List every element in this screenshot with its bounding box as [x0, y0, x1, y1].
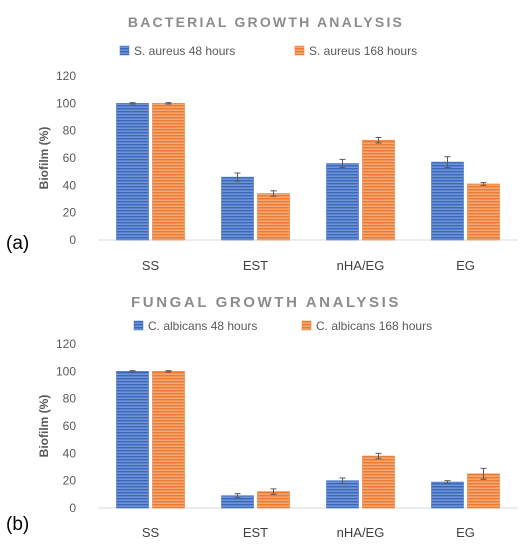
y-tick-label: 40: [63, 446, 77, 460]
chart-title: FUNGAL GROWTH ANALYSIS: [131, 294, 401, 311]
category-label: nHA/EG: [337, 258, 385, 273]
bar-ss-series-1: [116, 371, 149, 509]
y-tick-label: 100: [56, 96, 76, 110]
y-tick-label: 0: [69, 233, 76, 247]
category-label: SS: [142, 525, 160, 540]
bar-est-series-2: [257, 193, 290, 241]
legend-swatch: [301, 320, 312, 331]
y-tick-label: 120: [56, 69, 76, 83]
category-label: SS: [142, 258, 160, 273]
panel-label: (b): [6, 514, 29, 535]
category-label: EST: [243, 525, 268, 540]
category-label: nHA/EG: [337, 525, 385, 540]
y-axis-label: Biofilm (%): [37, 395, 51, 458]
legend-label: C. albicans 48 hours: [148, 319, 257, 333]
legend-swatch: [294, 45, 305, 56]
bar-nha-eg-series-2: [362, 139, 395, 241]
bar-ss-series-2: [152, 371, 185, 509]
y-axis-label: Biofilm (%): [37, 127, 51, 190]
category-label: EST: [243, 258, 268, 273]
y-tick-label: 60: [63, 151, 77, 165]
bar-eg-series-1: [431, 161, 464, 241]
legend-label: C. albicans 168 hours: [316, 319, 432, 333]
y-tick-label: 20: [63, 474, 77, 488]
legend-label: S. aureus 168 hours: [309, 44, 417, 58]
bar-eg-series-2: [467, 183, 500, 241]
bacterial-growth-chart: BACTERIAL GROWTH ANALYSIS S. aureus 48 ho…: [6, 14, 518, 273]
bar-eg-series-1: [431, 481, 464, 509]
fungal-growth-chart: FUNGAL GROWTH ANALYSIS C. albicans 48 hou…: [6, 294, 518, 540]
bar-est-series-1: [221, 176, 254, 241]
bar-nha-eg-series-1: [326, 480, 359, 509]
y-tick-label: 60: [63, 419, 77, 433]
y-tick-label: 80: [63, 392, 77, 406]
y-tick-label: 40: [63, 178, 77, 192]
bar-ss-series-2: [152, 103, 185, 241]
panel-label: (a): [6, 233, 29, 254]
y-tick-label: 120: [56, 337, 76, 351]
y-tick-label: 0: [69, 501, 76, 515]
chart-title: BACTERIAL GROWTH ANALYSIS: [128, 14, 404, 30]
category-label: EG: [456, 525, 475, 540]
legend-swatch: [133, 320, 144, 331]
bar-ss-series-1: [116, 103, 149, 241]
category-label: EG: [456, 258, 475, 273]
y-tick-label: 80: [63, 124, 77, 138]
y-tick-label: 20: [63, 206, 77, 220]
y-tick-label: 100: [56, 364, 76, 378]
bar-nha-eg-series-1: [326, 163, 359, 241]
legend-swatch: [119, 45, 130, 56]
legend-label: S. aureus 48 hours: [134, 44, 235, 58]
bar-nha-eg-series-2: [362, 455, 395, 509]
